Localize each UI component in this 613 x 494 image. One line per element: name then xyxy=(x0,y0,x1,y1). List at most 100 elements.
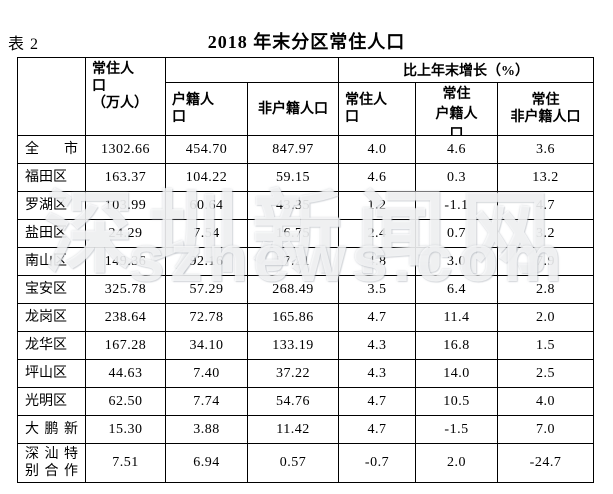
hukou-population-cell: 92.16 xyxy=(165,247,248,276)
table-row: 大鹏新 15.30 3.88 11.42 4.7 -1.5 7.0 xyxy=(17,415,595,444)
growth-non-hukou-cell: 13.2 xyxy=(496,163,595,192)
table-row: 全市 1302.66 454.70 847.97 4.0 4.6 3.6 xyxy=(17,135,595,164)
table-row: 福田区 163.37 104.22 59.15 4.6 0.3 13.2 xyxy=(17,163,595,192)
growth-non-hukou-cell: 4.0 xyxy=(496,387,595,416)
growth-non-hukou-cell: 4.7 xyxy=(496,191,595,220)
hukou-population-cell: 6.94 xyxy=(165,443,248,483)
growth-hukou-cell: -1.5 xyxy=(415,415,498,444)
growth-resident-cell: 4.8 xyxy=(338,247,416,276)
header-non-hukou-population: 非户籍人口 xyxy=(247,82,339,136)
table-row: 深汕特别合作 7.51 6.94 0.57 -0.7 2.0 -24.7 xyxy=(17,443,595,483)
hukou-population-cell: 57.29 xyxy=(165,275,248,304)
hukou-population-cell: 72.78 xyxy=(165,303,248,332)
district-name-cell: 福田区 xyxy=(17,163,86,192)
district-name-cell: 龙华区 xyxy=(17,331,86,360)
growth-resident-cell: 4.7 xyxy=(338,415,416,444)
resident-population-cell: 15.30 xyxy=(85,415,166,444)
growth-hukou-cell: 0.7 xyxy=(415,219,498,248)
resident-population-cell: 163.37 xyxy=(85,163,166,192)
district-name-cell: 宝安区 xyxy=(17,275,86,304)
growth-hukou-cell: -1.1 xyxy=(415,191,498,220)
growth-resident-cell: 4.7 xyxy=(338,303,416,332)
non-hukou-population-cell: 57.21 xyxy=(247,247,339,276)
resident-population-cell: 24.29 xyxy=(85,219,166,248)
non-hukou-population-cell: 133.19 xyxy=(247,331,339,360)
table-row: 龙岗区 238.64 72.78 165.86 4.7 11.4 2.0 xyxy=(17,303,595,332)
header-growth-resident: 常住人 口 xyxy=(338,82,416,136)
district-name-cell: 光明区 xyxy=(17,387,86,416)
district-name-cell: 盐田区 xyxy=(17,219,86,248)
header-growth-non-hukou: 常住 非户籍人口 xyxy=(496,82,595,136)
non-hukou-population-cell: 54.76 xyxy=(247,387,339,416)
resident-population-cell: 103.99 xyxy=(85,191,166,220)
district-name-cell: 南山区 xyxy=(17,247,86,276)
district-name-cell: 坪山区 xyxy=(17,359,86,388)
header-empty-group-cell xyxy=(165,57,339,83)
growth-non-hukou-cell: -24.7 xyxy=(496,443,595,483)
non-hukou-population-cell: 59.15 xyxy=(247,163,339,192)
page-title: 2018 年末分区常住人口 xyxy=(207,32,406,52)
hukou-population-cell: 7.40 xyxy=(165,359,248,388)
district-name-cell: 深汕特别合作 xyxy=(17,443,86,483)
growth-hukou-cell: 3.0 xyxy=(415,247,498,276)
table-body: 全市 1302.66 454.70 847.97 4.0 4.6 3.6 福田区… xyxy=(17,135,595,483)
growth-resident-cell: 2.4 xyxy=(338,219,416,248)
population-table: 常住人 口 （万人） 比上年末增长（%） 户籍人 口 非户籍人口 常住人 口 常… xyxy=(17,57,595,483)
table-row: 宝安区 325.78 57.29 268.49 3.5 6.4 2.8 xyxy=(17,275,595,304)
growth-hukou-cell: 14.0 xyxy=(415,359,498,388)
resident-population-cell: 167.28 xyxy=(85,331,166,360)
growth-non-hukou-cell: 3.6 xyxy=(496,135,595,164)
non-hukou-population-cell: 11.42 xyxy=(247,415,339,444)
table-row: 南山区 149.36 92.16 57.21 4.8 3.0 7.9 xyxy=(17,247,595,276)
table-row: 罗湖区 103.99 60.64 43.35 1.2 -1.1 4.7 xyxy=(17,191,595,220)
hukou-population-cell: 454.70 xyxy=(165,135,248,164)
resident-population-cell: 238.64 xyxy=(85,303,166,332)
growth-non-hukou-cell: 2.5 xyxy=(496,359,595,388)
resident-population-cell: 1302.66 xyxy=(85,135,166,164)
table-number-label: 表 2 xyxy=(8,36,40,53)
hukou-population-cell: 60.64 xyxy=(165,191,248,220)
resident-population-cell: 7.51 xyxy=(85,443,166,483)
resident-population-cell: 149.36 xyxy=(85,247,166,276)
growth-non-hukou-cell: 7.0 xyxy=(496,415,595,444)
growth-hukou-cell: 2.0 xyxy=(415,443,498,483)
growth-resident-cell: 1.2 xyxy=(338,191,416,220)
district-name-cell: 罗湖区 xyxy=(17,191,86,220)
non-hukou-population-cell: 16.75 xyxy=(247,219,339,248)
growth-hukou-cell: 11.4 xyxy=(415,303,498,332)
growth-non-hukou-cell: 7.9 xyxy=(496,247,595,276)
hukou-population-cell: 3.88 xyxy=(165,415,248,444)
non-hukou-population-cell: 0.57 xyxy=(247,443,339,483)
hukou-population-cell: 34.10 xyxy=(165,331,248,360)
non-hukou-population-cell: 847.97 xyxy=(247,135,339,164)
caption-row: 表 2 2018 年末分区常住人口 xyxy=(0,28,613,54)
hukou-population-cell: 104.22 xyxy=(165,163,248,192)
district-name-cell: 大鹏新 xyxy=(17,415,86,444)
non-hukou-population-cell: 268.49 xyxy=(247,275,339,304)
header-hukou-population: 户籍人 口 xyxy=(165,82,248,136)
growth-resident-cell: 4.3 xyxy=(338,331,416,360)
resident-population-cell: 44.63 xyxy=(85,359,166,388)
growth-resident-cell: 4.3 xyxy=(338,359,416,388)
growth-hukou-cell: 10.5 xyxy=(415,387,498,416)
growth-resident-cell: 4.7 xyxy=(338,387,416,416)
growth-hukou-cell: 6.4 xyxy=(415,275,498,304)
growth-resident-cell: 4.6 xyxy=(338,163,416,192)
growth-hukou-cell: 16.8 xyxy=(415,331,498,360)
header-growth-hukou-cell: 常住 户籍人 口 xyxy=(415,82,498,136)
table-header: 常住人 口 （万人） 比上年末增长（%） 户籍人 口 非户籍人口 常住人 口 常… xyxy=(17,57,595,136)
non-hukou-population-cell: 165.86 xyxy=(247,303,339,332)
header-resident-population: 常住人 口 （万人） xyxy=(85,57,166,136)
growth-resident-cell: 3.5 xyxy=(338,275,416,304)
table-row: 盐田区 24.29 7.54 16.75 2.4 0.7 3.2 xyxy=(17,219,595,248)
header-growth-group: 比上年末增长（%） xyxy=(337,57,595,83)
table-row: 坪山区 44.63 7.40 37.22 4.3 14.0 2.5 xyxy=(17,359,595,388)
non-hukou-population-cell: 37.22 xyxy=(247,359,339,388)
hukou-population-cell: 7.54 xyxy=(165,219,248,248)
district-name-cell: 全市 xyxy=(17,135,86,164)
growth-hukou-cell: 0.3 xyxy=(415,163,498,192)
table-row: 龙华区 167.28 34.10 133.19 4.3 16.8 1.5 xyxy=(17,331,595,360)
growth-resident-cell: 4.0 xyxy=(338,135,416,164)
growth-hukou-cell: 4.6 xyxy=(415,135,498,164)
growth-resident-cell: -0.7 xyxy=(338,443,416,483)
